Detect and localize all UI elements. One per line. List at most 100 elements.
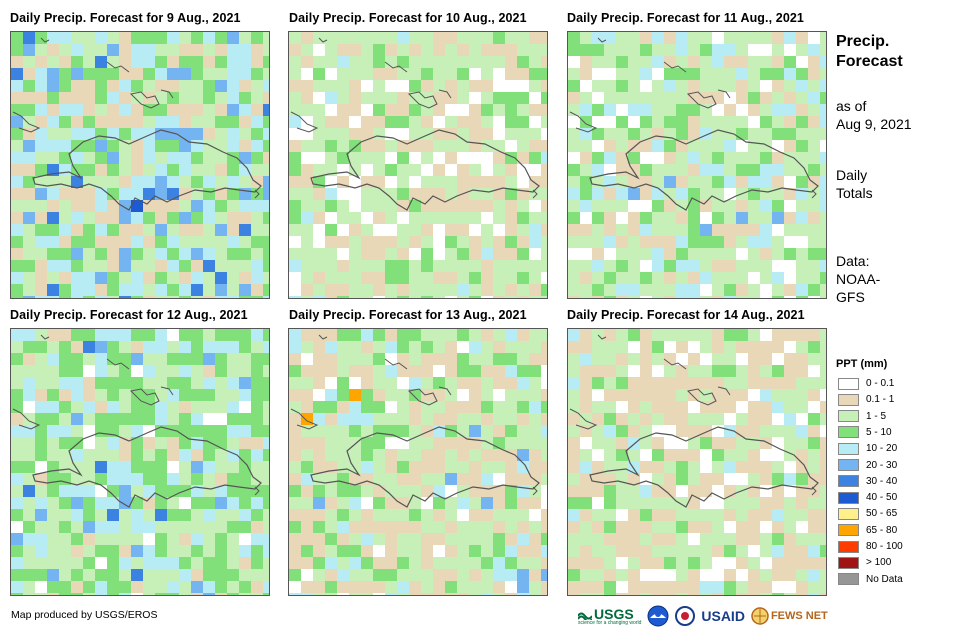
precip-cell bbox=[628, 284, 640, 296]
precip-cell bbox=[203, 329, 215, 341]
precip-cell bbox=[724, 200, 736, 212]
precip-cell bbox=[131, 92, 143, 104]
precip-cell bbox=[95, 272, 107, 284]
precip-cell bbox=[71, 188, 83, 200]
precip-cell bbox=[493, 140, 505, 152]
precip-cell bbox=[433, 557, 445, 569]
precip-cell bbox=[191, 44, 203, 56]
panel-title-3: Daily Precip. Forecast for 11 Aug., 2021 bbox=[567, 11, 804, 25]
precip-cell bbox=[421, 260, 433, 272]
precip-cell bbox=[493, 224, 505, 236]
precip-cell bbox=[325, 509, 337, 521]
precip-cell bbox=[736, 212, 748, 224]
precip-cell bbox=[541, 248, 547, 260]
precip-cell bbox=[409, 272, 421, 284]
precip-cell bbox=[361, 68, 373, 80]
precip-cell bbox=[724, 176, 736, 188]
precip-cell bbox=[628, 128, 640, 140]
precip-cell bbox=[409, 401, 421, 413]
precip-cell bbox=[349, 92, 361, 104]
precip-cell bbox=[820, 248, 826, 260]
precip-cell bbox=[772, 212, 784, 224]
precip-cell bbox=[688, 116, 700, 128]
precip-cell bbox=[505, 509, 517, 521]
precip-cell bbox=[568, 248, 580, 260]
precip-cell bbox=[616, 284, 628, 296]
precip-cell bbox=[263, 449, 269, 461]
precip-cell bbox=[23, 461, 35, 473]
precip-cell bbox=[529, 80, 541, 92]
precip-cell bbox=[724, 260, 736, 272]
precip-cell bbox=[784, 128, 796, 140]
precip-cell bbox=[505, 56, 517, 68]
precip-cell bbox=[457, 224, 469, 236]
precip-cell bbox=[179, 437, 191, 449]
precip-cell bbox=[203, 545, 215, 557]
precip-cell bbox=[469, 44, 481, 56]
precip-cell bbox=[628, 425, 640, 437]
precip-cell bbox=[640, 461, 652, 473]
precip-cell bbox=[239, 545, 251, 557]
precip-cell bbox=[505, 236, 517, 248]
precip-cell bbox=[203, 68, 215, 80]
precip-cell bbox=[517, 521, 529, 533]
precip-cell bbox=[712, 353, 724, 365]
precip-cell bbox=[83, 377, 95, 389]
precip-cell bbox=[541, 485, 547, 497]
precip-cell bbox=[47, 509, 59, 521]
precip-cell bbox=[433, 248, 445, 260]
legend-swatch bbox=[838, 524, 859, 537]
precip-cell bbox=[592, 521, 604, 533]
precip-cell bbox=[301, 437, 313, 449]
precip-cell bbox=[397, 44, 409, 56]
precip-cell bbox=[289, 533, 301, 545]
precip-cell bbox=[47, 341, 59, 353]
precip-cell bbox=[676, 296, 688, 298]
precip-cell bbox=[628, 200, 640, 212]
precip-cell bbox=[325, 44, 337, 56]
precip-cell bbox=[481, 296, 493, 298]
precip-cell bbox=[700, 485, 712, 497]
precip-cell bbox=[397, 389, 409, 401]
precip-cell bbox=[469, 593, 481, 595]
precip-cell bbox=[361, 128, 373, 140]
precip-cell bbox=[373, 521, 385, 533]
precip-cell bbox=[71, 248, 83, 260]
precip-cell bbox=[808, 509, 820, 521]
precip-cell bbox=[397, 224, 409, 236]
precip-cell bbox=[820, 533, 826, 545]
precip-cell bbox=[592, 401, 604, 413]
precip-cell bbox=[301, 449, 313, 461]
precip-cell bbox=[167, 461, 179, 473]
precip-cell bbox=[191, 224, 203, 236]
precip-cell bbox=[59, 557, 71, 569]
precip-cell bbox=[409, 533, 421, 545]
precip-cell bbox=[820, 341, 826, 353]
precip-cell bbox=[445, 581, 457, 593]
precip-cell bbox=[652, 116, 664, 128]
precip-cell bbox=[215, 449, 227, 461]
precip-cell bbox=[409, 44, 421, 56]
precip-cell bbox=[167, 353, 179, 365]
precip-cell bbox=[361, 365, 373, 377]
precip-cell bbox=[748, 413, 760, 425]
precip-map-14-aug bbox=[567, 328, 827, 596]
legend-label: 0 - 0.1 bbox=[866, 378, 895, 389]
precip-cell bbox=[700, 188, 712, 200]
precip-cell bbox=[397, 272, 409, 284]
precip-cell bbox=[95, 497, 107, 509]
precip-cell bbox=[604, 152, 616, 164]
precip-cell bbox=[664, 44, 676, 56]
precip-cell bbox=[227, 212, 239, 224]
precip-cell bbox=[580, 212, 592, 224]
precip-cell bbox=[155, 212, 167, 224]
precip-cell bbox=[445, 485, 457, 497]
precip-cell bbox=[568, 32, 580, 44]
precip-cell bbox=[47, 365, 59, 377]
precip-cell bbox=[700, 377, 712, 389]
precip-cell bbox=[421, 248, 433, 260]
precip-cell bbox=[155, 581, 167, 593]
precip-cell bbox=[203, 32, 215, 44]
precip-cell bbox=[313, 557, 325, 569]
precip-cell bbox=[11, 389, 23, 401]
